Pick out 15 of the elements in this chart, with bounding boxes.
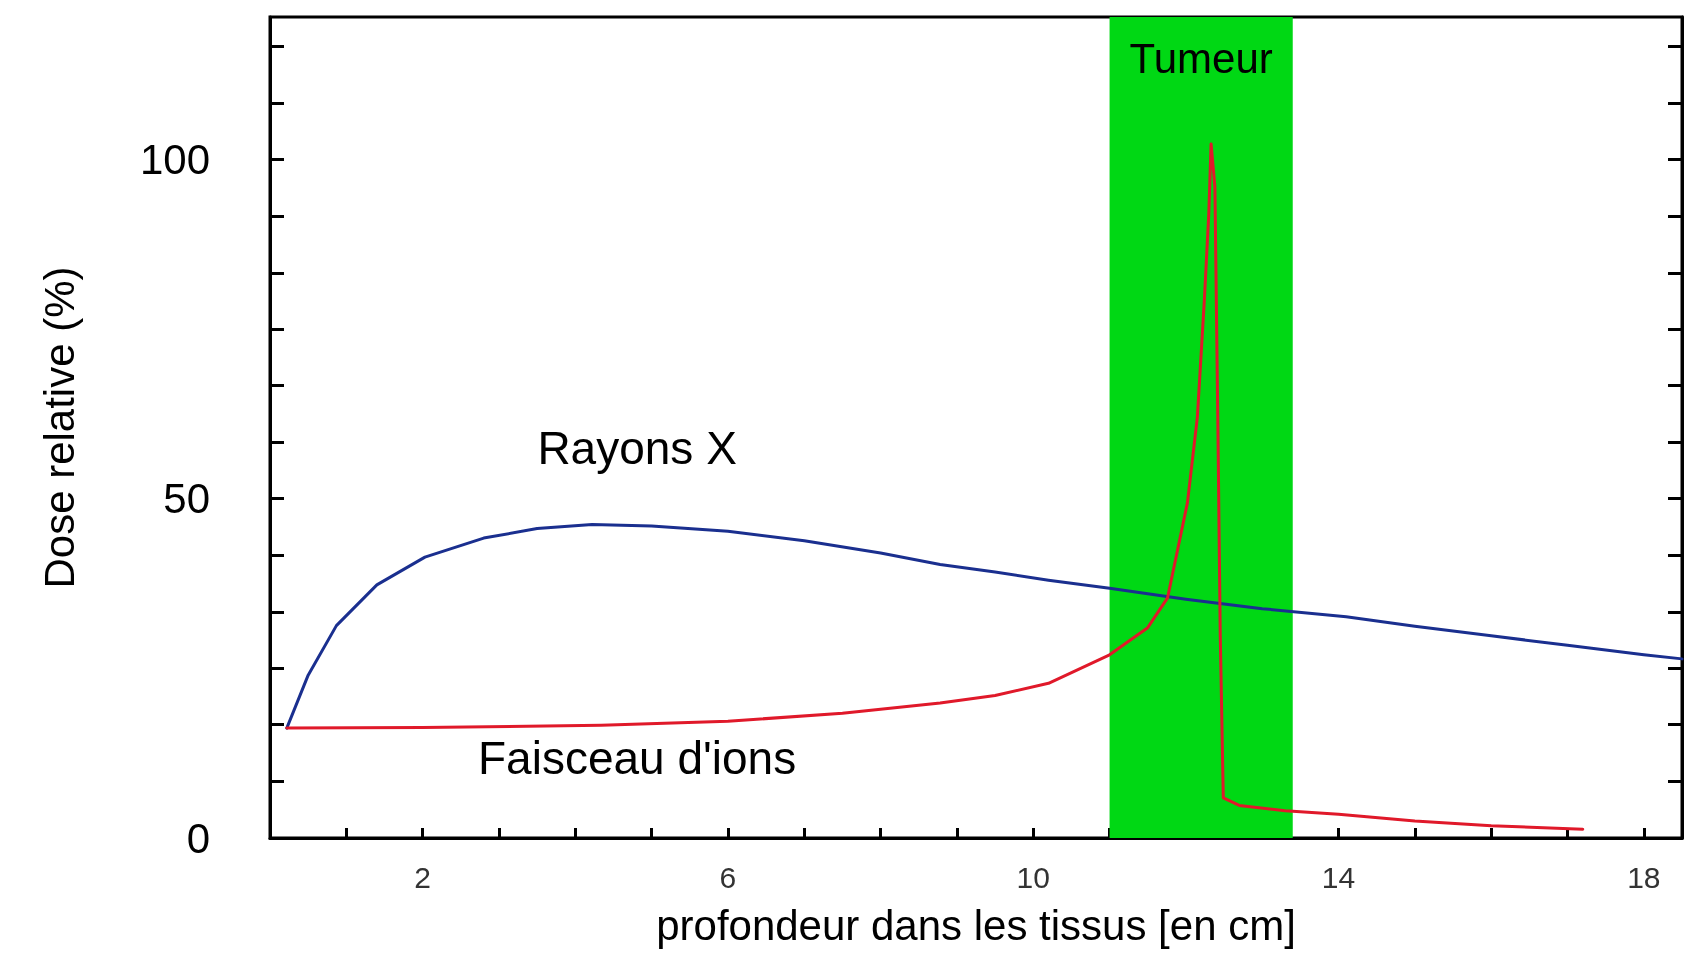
line-series bbox=[285, 142, 1585, 831]
y-tick-label: 0 bbox=[186, 814, 210, 862]
x-axis-title: profondeur dans les tissus [en cm] bbox=[656, 901, 1296, 949]
y-axis-title: Dose relative (%) bbox=[35, 266, 83, 589]
series-label: Rayons X bbox=[537, 421, 737, 474]
y-tick-label: 100 bbox=[139, 135, 210, 183]
series-label: Faisceau d'ions bbox=[478, 732, 797, 785]
x-tick-label: 14 bbox=[1321, 860, 1356, 894]
x-tick-label: 18 bbox=[1627, 860, 1661, 894]
band-label: Tumeur bbox=[1129, 34, 1273, 82]
x-tick-label: 6 bbox=[719, 860, 737, 894]
y-tick-label: 50 bbox=[163, 475, 210, 523]
line-series bbox=[285, 523, 1684, 730]
x-tick-label: 10 bbox=[1016, 860, 1050, 894]
x-tick-label: 2 bbox=[414, 860, 431, 894]
